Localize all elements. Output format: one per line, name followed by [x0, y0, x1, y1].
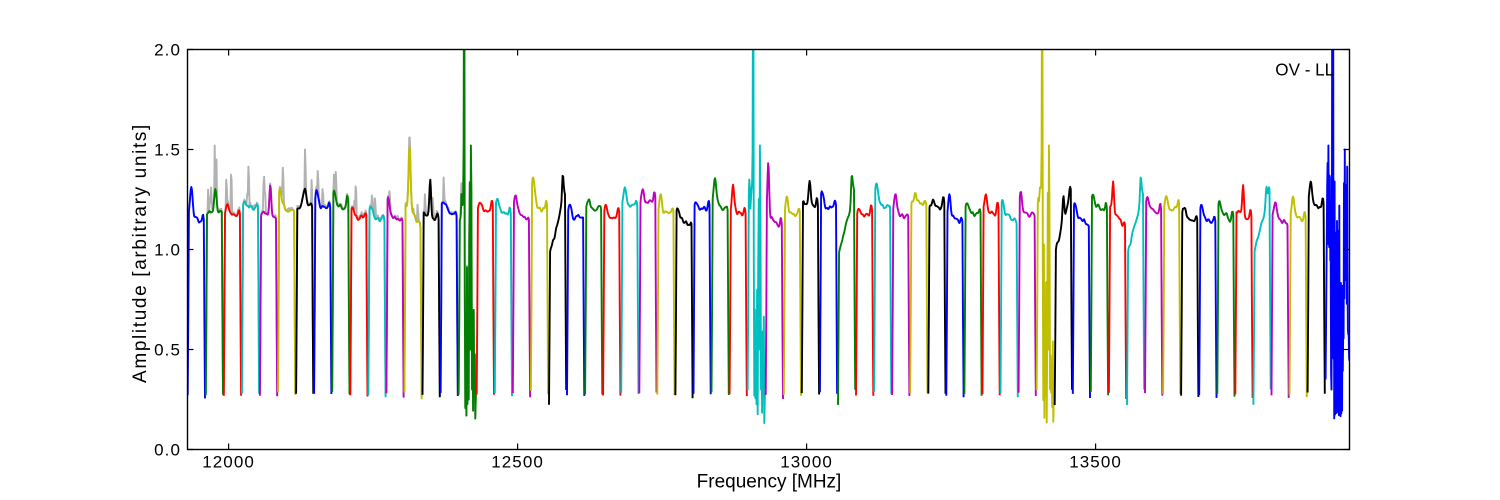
svg-text:0.5: 0.5: [154, 341, 181, 360]
svg-text:OV - LL: OV - LL: [1275, 60, 1334, 79]
svg-text:1.0: 1.0: [154, 241, 181, 260]
svg-text:0.0: 0.0: [154, 441, 181, 460]
svg-text:Amplitude [arbitrary units]: Amplitude [arbitrary units]: [130, 123, 151, 383]
svg-text:Frequency [MHz]: Frequency [MHz]: [697, 472, 842, 493]
svg-text:2.0: 2.0: [154, 41, 181, 60]
svg-text:13000: 13000: [780, 453, 833, 472]
svg-text:13500: 13500: [1069, 453, 1122, 472]
svg-text:1.5: 1.5: [154, 141, 181, 160]
svg-text:12000: 12000: [202, 453, 255, 472]
svg-text:12500: 12500: [491, 453, 544, 472]
